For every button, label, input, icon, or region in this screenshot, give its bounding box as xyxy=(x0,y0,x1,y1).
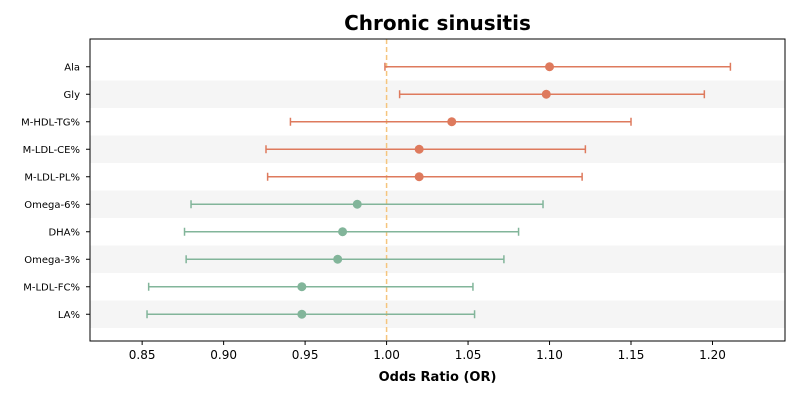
x-tick-label: 1.10 xyxy=(536,348,563,362)
odds-ratio-point xyxy=(447,117,457,127)
y-tick-label: Ala xyxy=(64,62,80,73)
estimate-row xyxy=(384,62,732,72)
estimate-row xyxy=(190,199,544,209)
y-tick-label: LA% xyxy=(58,310,80,321)
estimate-row xyxy=(185,254,505,264)
estimate-row xyxy=(265,144,587,154)
y-tick-label: M-LDL-FC% xyxy=(23,282,80,293)
y-tick-label: Gly xyxy=(64,90,81,101)
y-tick-label: DHA% xyxy=(48,227,80,238)
estimate-row xyxy=(147,282,474,292)
y-axis: Ala Gly M-HDL-TG% M-LDL-CE% M-LDL-PL% Omega-6… xyxy=(21,62,90,321)
x-tick-label: 1.05 xyxy=(455,348,482,362)
odds-ratio-point xyxy=(545,62,555,72)
x-tick-label: 0.90 xyxy=(210,348,237,362)
y-tick-label: Omega-3% xyxy=(24,255,80,266)
odds-ratio-point xyxy=(297,282,307,292)
odds-ratio-point xyxy=(333,254,343,264)
x-tick-label: 0.95 xyxy=(292,348,319,362)
estimate-row xyxy=(266,172,583,182)
y-tick-label: M-HDL-TG% xyxy=(21,117,80,128)
estimate-row xyxy=(183,227,520,237)
y-tick-label: M-LDL-PL% xyxy=(24,172,80,183)
x-tick-label: 1.15 xyxy=(618,348,645,362)
odds-ratio-point xyxy=(414,172,424,182)
x-tick-label: 1.00 xyxy=(373,348,400,362)
odds-ratio-point xyxy=(297,309,307,319)
x-tick-label: 1.20 xyxy=(699,348,726,362)
estimate-row xyxy=(289,117,632,127)
odds-ratio-point xyxy=(352,199,362,209)
odds-ratio-point xyxy=(338,227,348,237)
x-axis-label: Odds Ratio (OR) xyxy=(379,370,497,385)
y-tick-label: Omega-6% xyxy=(24,200,80,211)
odds-ratio-point xyxy=(414,144,424,154)
series-group xyxy=(146,62,732,319)
x-axis: 0.85 0.90 0.95 1.00 1.05 1.10 1.15 1.20 xyxy=(129,341,726,362)
x-tick-label: 0.85 xyxy=(129,348,156,362)
odds-ratio-point xyxy=(541,89,551,99)
chart-title: Chronic sinusitis xyxy=(344,11,531,35)
y-tick-label: M-LDL-CE% xyxy=(23,145,80,156)
estimate-row xyxy=(398,89,706,99)
estimate-row xyxy=(146,309,476,319)
plot-frame xyxy=(89,38,786,342)
